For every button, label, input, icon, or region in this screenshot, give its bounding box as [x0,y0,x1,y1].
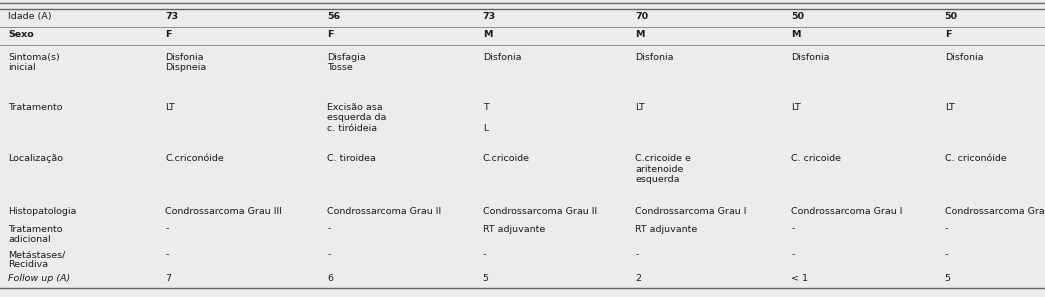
Text: LT: LT [635,103,645,112]
Text: Histopatologia: Histopatologia [8,207,76,216]
Text: C. tiroidea: C. tiroidea [327,154,376,163]
Text: -: - [483,250,486,259]
Text: 6: 6 [327,274,333,283]
Text: M: M [483,30,492,39]
Text: F: F [327,30,333,39]
Text: RT adjuvante: RT adjuvante [483,225,545,234]
Text: C.cricoide e
aritenoide
esquerda: C.cricoide e aritenoide esquerda [635,154,691,184]
Text: 50: 50 [945,12,957,20]
Text: Tratamento: Tratamento [8,103,63,112]
Text: Disfonia: Disfonia [635,53,674,62]
Text: 73: 73 [483,12,496,20]
Text: -: - [165,225,168,234]
Text: Condrossarcoma Grau III: Condrossarcoma Grau III [165,207,282,216]
Text: Follow up (A): Follow up (A) [8,274,71,283]
Text: 5: 5 [483,274,489,283]
Text: 2: 2 [635,274,642,283]
Text: C. criconóide: C. criconóide [945,154,1006,163]
Text: 56: 56 [327,12,341,20]
Text: -: - [165,250,168,259]
Text: Disfonia: Disfonia [483,53,521,62]
Text: 7: 7 [165,274,171,283]
Text: F: F [165,30,171,39]
Text: RT adjuvante: RT adjuvante [635,225,698,234]
Text: -: - [945,250,948,259]
Text: M: M [635,30,645,39]
Text: Condrossarcoma Grau II: Condrossarcoma Grau II [483,207,597,216]
Text: Sexo: Sexo [8,30,34,39]
Text: 70: 70 [635,12,649,20]
Text: Condrossarcoma Grau II: Condrossarcoma Grau II [327,207,441,216]
Text: M: M [791,30,800,39]
Text: F: F [945,30,951,39]
Text: -: - [327,250,330,259]
Text: T

L: T L [483,103,489,132]
Text: 73: 73 [165,12,179,20]
Text: -: - [945,225,948,234]
Text: Disfonia: Disfonia [945,53,983,62]
Text: Condrossarcoma Grau I: Condrossarcoma Grau I [945,207,1045,216]
Text: < 1: < 1 [791,274,808,283]
Text: Localização: Localização [8,154,64,163]
Text: Disfagia
Tosse: Disfagia Tosse [327,53,366,72]
Text: C. cricoide: C. cricoide [791,154,841,163]
Text: C.cricoide: C.cricoide [483,154,530,163]
Text: Condrossarcoma Grau I: Condrossarcoma Grau I [791,207,903,216]
Text: LT: LT [165,103,175,112]
Text: 50: 50 [791,12,804,20]
Text: 5: 5 [945,274,951,283]
Text: Tratamento
adicional: Tratamento adicional [8,225,63,244]
Text: Metástases/
Recidiva: Metástases/ Recidiva [8,250,66,269]
Text: LT: LT [791,103,800,112]
Text: C.criconóide: C.criconóide [165,154,224,163]
Text: -: - [791,250,794,259]
Text: -: - [327,225,330,234]
Text: -: - [635,250,638,259]
Text: Idade (A): Idade (A) [8,12,52,20]
Text: -: - [791,225,794,234]
Text: Sintoma(s)
inicial: Sintoma(s) inicial [8,53,61,72]
Text: LT: LT [945,103,954,112]
Text: Condrossarcoma Grau I: Condrossarcoma Grau I [635,207,747,216]
Text: Excisão asa
esquerda da
c. tiróideia: Excisão asa esquerda da c. tiróideia [327,103,387,132]
Text: Disfonia
Dispneia: Disfonia Dispneia [165,53,206,72]
Text: Disfonia: Disfonia [791,53,830,62]
